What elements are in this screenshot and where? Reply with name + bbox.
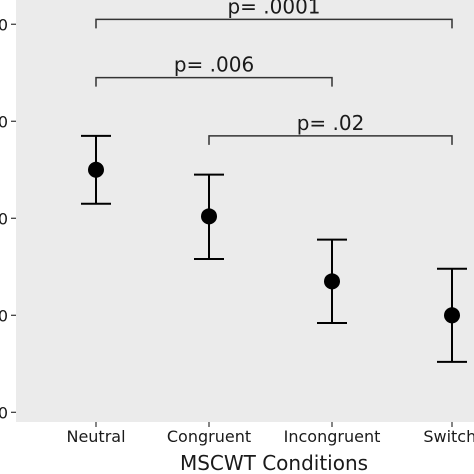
p-value-label: p= .006 [174,53,254,77]
data-points [88,161,460,324]
data-point [324,273,340,290]
significance-bracket [208,135,453,145]
x-tick-label: Switchi [423,427,474,446]
significance-brackets: p= .0001 p= .006 p= .02 [95,0,453,145]
y-tick-label: 0 [0,112,8,131]
y-tick-label: 0 [0,209,8,228]
x-tick-label: Neutral [66,427,125,446]
p-value-label: p= .02 [297,111,365,135]
significance-bracket [95,18,453,29]
x-tick-label: Congruent [167,427,251,446]
plot-panel [16,0,474,422]
x-tick-label: Incongruent [284,427,381,446]
y-tick-label: 0 [0,306,8,325]
data-point [88,161,104,178]
x-axis: Neutral Congruent Incongruent Switchi [66,422,474,446]
data-point [201,208,217,225]
significance-bracket [95,76,333,87]
p-value-label: p= .0001 [227,0,320,18]
data-point [444,307,460,324]
y-tick-label: 0 [0,15,8,34]
x-axis-label: MSCWT Conditions [180,451,368,474]
y-tick-label: 0 [0,403,8,422]
y-axis: 0 0 0 0 0 [0,15,16,422]
